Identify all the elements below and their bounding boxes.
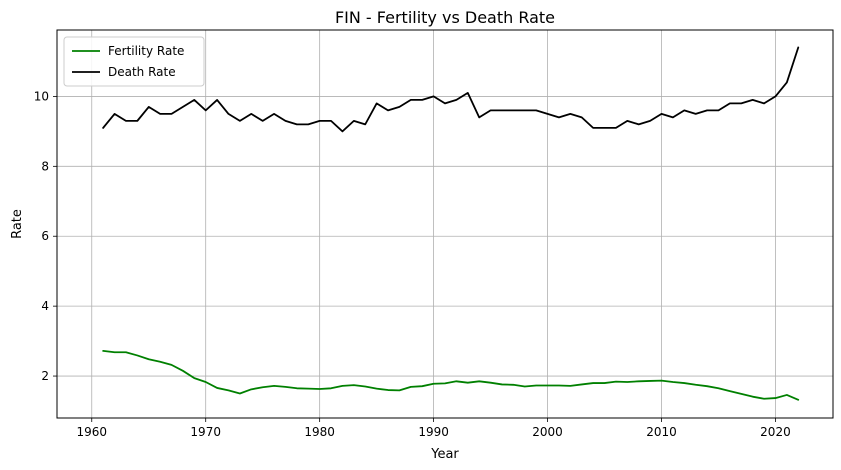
x-axis: 1960 1970 1980 1990 2000 2010 2020 <box>76 418 791 439</box>
y-tick-label: 8 <box>41 159 49 173</box>
y-tick-label: 4 <box>41 299 49 313</box>
series-lines <box>102 46 800 401</box>
x-tick-label: 2010 <box>646 425 677 439</box>
y-axis: 2 4 6 8 10 <box>34 89 57 383</box>
y-axis-label: Rate <box>10 209 25 239</box>
x-tick-label: 1980 <box>304 425 335 439</box>
x-tick-label: 1960 <box>76 425 107 439</box>
legend-box <box>63 36 205 87</box>
series-line-fertility-rate <box>102 349 800 401</box>
y-tick-label: 6 <box>41 229 49 243</box>
y-tick-label: 10 <box>34 89 49 103</box>
series-line-death-rate <box>102 46 800 133</box>
x-tick-label: 1970 <box>190 425 221 439</box>
x-tick-label: 2000 <box>532 425 563 439</box>
x-tick-label: 2020 <box>760 425 791 439</box>
y-tick-label: 2 <box>41 369 49 383</box>
x-tick-label: 1990 <box>418 425 449 439</box>
grid <box>57 30 833 418</box>
legend-label: Fertility Rate <box>108 44 184 58</box>
plot-frame <box>56 29 834 419</box>
legend: Fertility Rate Death Rate <box>63 36 205 87</box>
x-axis-label: Year <box>430 447 459 462</box>
legend-label: Death Rate <box>108 65 176 79</box>
chart-title: FIN - Fertility vs Death Rate <box>335 8 555 27</box>
